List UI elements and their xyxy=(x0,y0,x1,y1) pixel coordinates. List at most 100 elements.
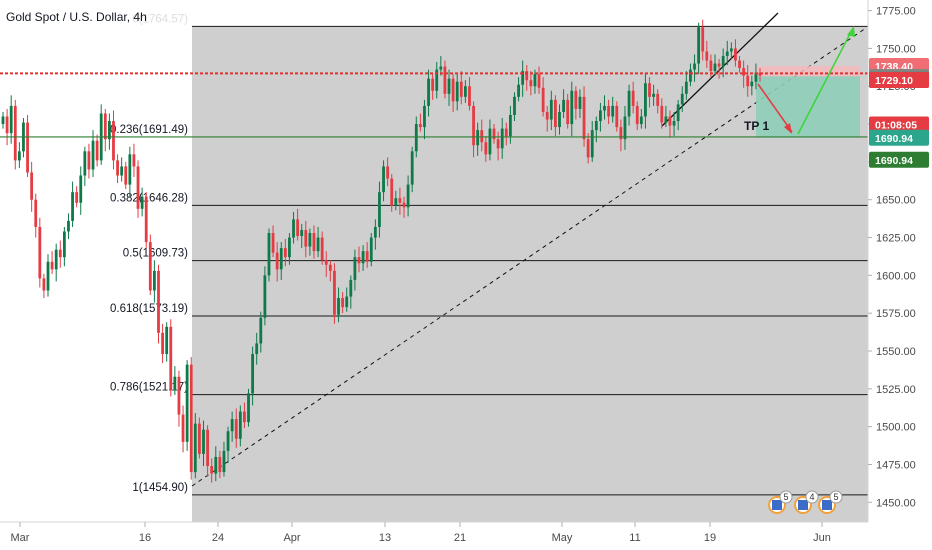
candle-body xyxy=(62,231,66,258)
price-tick-label: 1750.00 xyxy=(876,43,916,55)
projection-arrows xyxy=(757,26,855,135)
candle-body xyxy=(54,249,58,270)
candle-body xyxy=(525,71,529,81)
flag-icon xyxy=(772,500,782,510)
candle-body xyxy=(124,166,128,185)
candle-body xyxy=(169,326,173,391)
candle-body xyxy=(488,128,492,155)
candle-body xyxy=(357,257,361,264)
candle-body xyxy=(476,130,480,146)
candle-body xyxy=(378,192,381,227)
candle-body xyxy=(144,196,148,243)
candle-body xyxy=(496,139,500,149)
candle-body xyxy=(394,198,398,206)
candle-body xyxy=(275,252,279,270)
candle-body xyxy=(570,90,574,125)
candle-body xyxy=(619,127,623,140)
candle-body xyxy=(161,332,164,355)
price-tag-box xyxy=(869,116,929,133)
candle-body xyxy=(263,275,267,318)
candle-body xyxy=(427,78,430,106)
annotations: TP 1 xyxy=(744,119,769,133)
candle-body xyxy=(328,264,332,271)
candle-body xyxy=(58,249,62,258)
candle-body xyxy=(26,122,29,173)
candle-body xyxy=(472,105,475,146)
price-tick-label: 1600.00 xyxy=(876,270,916,282)
candle-body xyxy=(554,99,557,128)
candle-body xyxy=(312,233,316,252)
candle-body xyxy=(586,139,590,158)
candle-body xyxy=(279,248,283,270)
candle-body xyxy=(615,105,619,128)
candle-body xyxy=(181,414,185,442)
candle-body xyxy=(746,75,750,87)
price-tag-box xyxy=(869,129,929,146)
candle-body xyxy=(599,110,602,122)
price-tick-label: 1575.00 xyxy=(876,308,916,320)
candle-body xyxy=(517,84,520,97)
candle-body xyxy=(664,116,668,123)
candle-body xyxy=(308,233,312,247)
candle-body xyxy=(668,116,672,126)
candle-body xyxy=(574,90,578,109)
candle-body xyxy=(607,105,610,117)
time-tick-label: Mar xyxy=(11,532,30,544)
candle-body xyxy=(603,105,606,111)
candle-body xyxy=(713,63,717,72)
candle-body xyxy=(537,74,541,88)
candles xyxy=(1,19,762,483)
candle-body xyxy=(566,99,570,125)
candle-body xyxy=(324,260,328,265)
candle-body xyxy=(173,376,177,391)
candle-body xyxy=(214,456,218,474)
candle-body xyxy=(684,81,688,94)
candle-body xyxy=(484,142,488,155)
candle-body xyxy=(116,160,119,176)
take-profit-zone xyxy=(756,76,860,138)
candle-body xyxy=(234,419,238,439)
candle-body xyxy=(79,175,83,203)
candle-body xyxy=(631,90,635,106)
candle-body xyxy=(680,93,684,105)
candle-body xyxy=(369,237,373,262)
candle-body xyxy=(590,130,594,158)
candle-body xyxy=(50,261,54,270)
candle-body xyxy=(443,66,447,94)
candle-body xyxy=(206,429,209,467)
candle-body xyxy=(754,72,758,82)
support-resistance-lines xyxy=(0,72,868,138)
candle-body xyxy=(729,48,733,52)
candle-body xyxy=(738,60,741,69)
candle-body xyxy=(562,99,565,112)
candle-body xyxy=(533,74,537,87)
price-tag-label: 1729.10 xyxy=(875,75,913,87)
event-badges: 5 4 5 xyxy=(768,490,843,514)
candle-body xyxy=(226,431,230,451)
candle-body xyxy=(439,66,443,70)
tp-annotation: TP 1 xyxy=(744,119,769,133)
candle-body xyxy=(38,226,42,279)
channel-trendline xyxy=(661,12,779,127)
candle-body xyxy=(296,219,300,237)
event-count-bubble xyxy=(829,490,843,504)
candle-body xyxy=(230,419,234,432)
price-tag-label: 01:08:05 xyxy=(875,120,917,132)
candle-body xyxy=(148,242,152,291)
title-backdrop xyxy=(2,8,192,26)
candle-body xyxy=(259,317,263,344)
candle-body xyxy=(701,27,705,52)
candle-body xyxy=(46,261,50,291)
candle-body xyxy=(177,376,181,415)
candle-body xyxy=(300,229,304,237)
candle-body xyxy=(541,87,545,112)
event-count-label: 5 xyxy=(833,492,838,502)
candle-body xyxy=(644,83,647,117)
flag-icon xyxy=(822,500,832,510)
candle-body xyxy=(267,233,271,276)
fib-level-label: 0.5(1609.73) xyxy=(123,248,188,260)
candle-body xyxy=(255,343,259,355)
candle-body xyxy=(414,124,418,152)
